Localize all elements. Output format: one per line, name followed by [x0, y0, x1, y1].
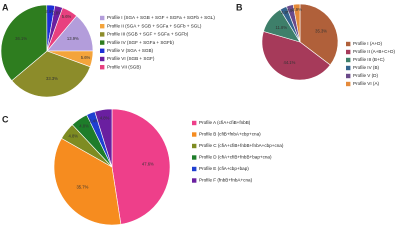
legend-swatch: [346, 65, 351, 71]
legend-swatch: [100, 24, 105, 29]
slice-label: 36.1%: [15, 36, 27, 41]
legend-swatch: [192, 132, 197, 137]
panel-label: B: [236, 2, 243, 12]
legend-label: Profile III (B+C): [353, 57, 385, 62]
legend-label: Profile VI (A): [353, 81, 380, 86]
legend-label: Profile I (A+D): [353, 41, 382, 46]
legend-swatch: [100, 15, 105, 21]
legend-label: Profile II (A+B+C+D): [353, 49, 395, 54]
legend-label: Profile V (SGA + SGB): [107, 48, 154, 53]
slice-label: 4.8%: [68, 134, 78, 139]
slice-label: 44.1%: [283, 60, 295, 65]
panel-label: C: [2, 114, 9, 124]
legend-label: Profile VI (SGB + SGF): [107, 56, 155, 61]
pie-slice: [46, 7, 77, 52]
slice-label: 35.3%: [315, 29, 327, 34]
slice-label: 2.9%: [292, 7, 302, 12]
slice-label: 2.8%: [45, 9, 55, 14]
legend-swatch: [192, 120, 197, 126]
slice-label: 5.6%: [81, 55, 91, 60]
slice-label: 13.9%: [67, 36, 79, 41]
slice-label: 2.8%: [52, 10, 62, 15]
slice-label: 5.6%: [62, 14, 72, 19]
legend-swatch: [346, 73, 351, 79]
legend-label: Profile IV (B): [353, 65, 380, 70]
slice-label: 33.3%: [46, 76, 58, 81]
pie-slice: [0, 4, 48, 82]
pie-slice: [11, 50, 91, 98]
legend-swatch: [192, 143, 197, 149]
legend-label: Profile I (SGA + SGB + SGF + SGFa + SGFb…: [107, 15, 215, 20]
slice-label: 2.9%: [286, 8, 296, 13]
legend-label: Profile VII (SGB): [107, 64, 141, 69]
legend-swatch: [100, 48, 105, 53]
pie-slice: [53, 137, 122, 226]
legend-swatch: [100, 65, 105, 70]
legend-label: Profile II (SGA + SGB + SGFa + SGFb + SG…: [107, 23, 202, 28]
legend-swatch: [100, 32, 105, 37]
legend-swatch: [346, 49, 351, 55]
legend-swatch: [192, 155, 197, 160]
legend-swatch: [346, 81, 351, 87]
slice-label: 2.4%: [89, 118, 99, 123]
pie-slice: [261, 31, 331, 81]
legend-swatch: [100, 56, 105, 62]
legend-label: Profile E (cfiA+cbp+bap): [199, 166, 249, 171]
legend-label: Profile C (cfiA+cfiB+fnbB+fnbA+cbp+cna): [199, 143, 284, 148]
legend-swatch: [346, 57, 351, 63]
legend-label: Profile D (cfiA+cfiB+fnbB+bap+cna): [199, 155, 272, 160]
legend-swatch: [346, 41, 351, 47]
legend-swatch: [192, 178, 197, 183]
legend-swatch: [100, 40, 105, 45]
slice-label: 35.7%: [76, 185, 88, 190]
legend-label: Profile V (D): [353, 73, 378, 78]
slice-label: 4.8%: [79, 123, 89, 128]
pie-slice: [299, 3, 339, 66]
legend-swatch: [192, 166, 197, 172]
figure: A13.9%5.6%33.3%36.1%2.8%2.8%5.6% Profile …: [0, 2, 395, 226]
pie-slice: [111, 108, 171, 225]
slice-label: 11.8%: [275, 25, 287, 30]
legend-label: Profile IV (SGF + SGFa + SGFb): [107, 40, 174, 45]
legend-label: Profile F (fnbB+fnbA+cna): [199, 178, 253, 183]
slice-label: 47.6%: [142, 161, 154, 166]
slice-label: 4.8%: [100, 115, 110, 120]
legend-label: Profile III (SGB + SGF + SGFa + SGFb): [107, 32, 189, 37]
panel-label: A: [2, 2, 9, 12]
pie-slice: [292, 3, 301, 43]
legend-label: Profile A (cfiA+cfiB+fnbB): [199, 120, 251, 125]
slice-label: 2.9%: [281, 10, 291, 15]
pie-slice: [94, 108, 113, 168]
legend-label: Profile B (cfiB+fnbA+cbp+cna): [199, 132, 261, 137]
